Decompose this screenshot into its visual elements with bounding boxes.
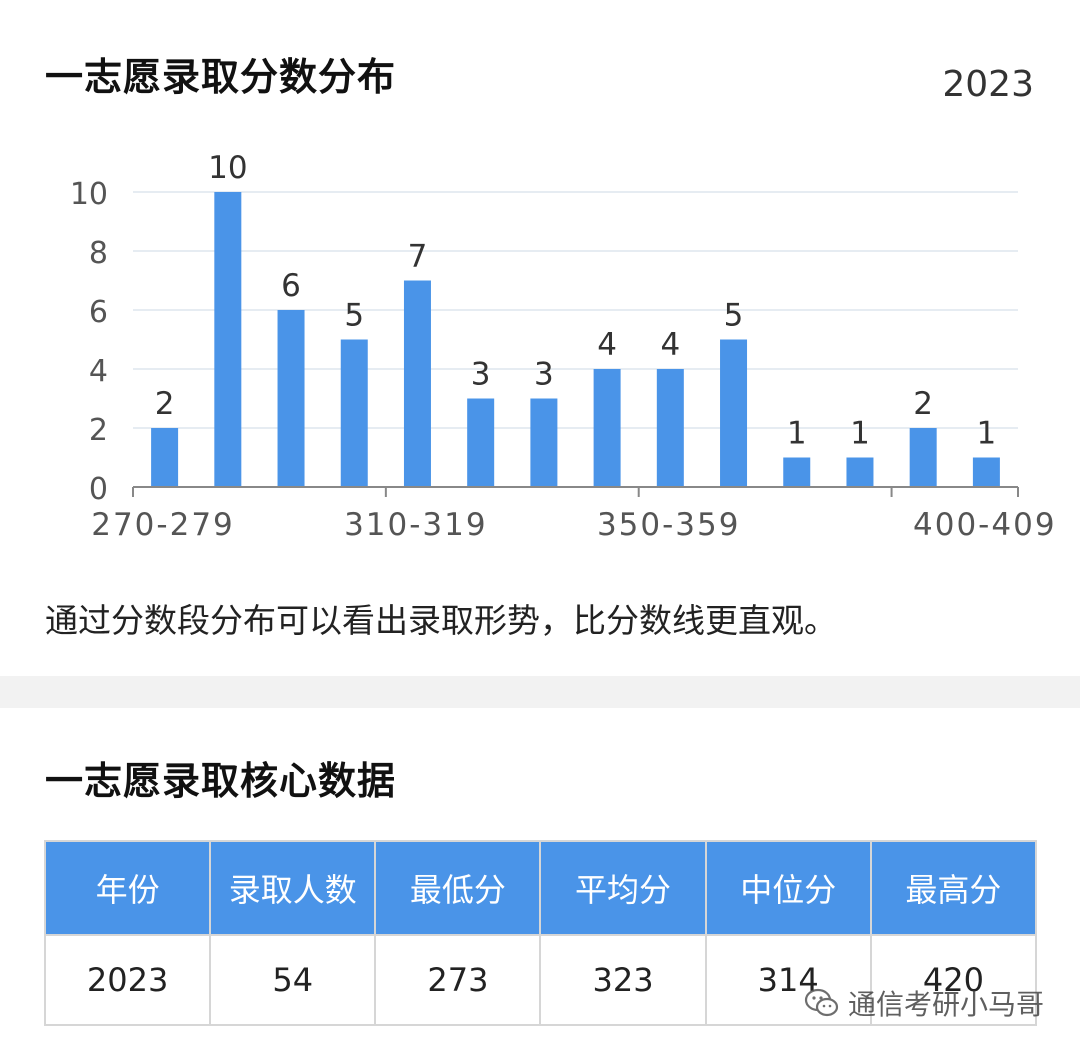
- header-year: 年份: [43, 840, 212, 936]
- chart-caption: 通过分数段分布可以看出录取形势，比分数线更直观。: [45, 601, 837, 640]
- bar: [467, 398, 495, 487]
- bar-value-label: 4: [660, 327, 680, 363]
- y-tick-label: 10: [70, 177, 108, 212]
- cell-max-score: 420: [869, 934, 1038, 1026]
- y-tick-label: 8: [89, 236, 108, 271]
- bar-value-label: 5: [344, 298, 364, 334]
- core-data-table: 年份 录取人数 最低分 平均分 中位分 最高分 2023 54 273 323 …: [43, 840, 1038, 1026]
- y-tick-label: 4: [89, 354, 108, 389]
- bar: [656, 369, 684, 487]
- bar-value-label: 5: [724, 298, 744, 334]
- cell-avg-score: 323: [539, 934, 707, 1026]
- bar-value-label: 10: [208, 150, 247, 186]
- score-distribution-chart: 2 10 6 5 7 3 3 4 4 5 1 1 2 1 0 2 4 6 8 10 270-279 310-319 350…: [70, 150, 1057, 543]
- core-data-title: 一志愿录取核心数据: [45, 759, 397, 803]
- bar: [593, 369, 621, 487]
- bar-value-label: 7: [408, 239, 428, 275]
- bar: [214, 192, 242, 487]
- bar-value-label: 6: [281, 268, 301, 304]
- header-admitted-count: 录取人数: [209, 840, 377, 936]
- header-min-score: 最低分: [374, 840, 542, 936]
- bar: [530, 398, 558, 487]
- header-avg-score: 平均分: [539, 840, 707, 936]
- bar: [783, 457, 811, 487]
- header-max-score: 最高分: [869, 840, 1038, 936]
- section-separator: [0, 676, 1080, 708]
- table-row: 2023 54 273 323 314 420: [43, 934, 1038, 1026]
- bar-value-label: 4: [597, 327, 617, 363]
- bar-value-label: 3: [471, 357, 491, 393]
- y-tick-label: 6: [89, 295, 108, 330]
- bar: [403, 280, 431, 487]
- bar: [151, 428, 179, 487]
- bar-value-label: 1: [787, 416, 807, 452]
- year-label: 2023: [942, 64, 1034, 105]
- bar: [340, 339, 368, 487]
- watermark-text: 通信考研小马哥: [847, 988, 1044, 1021]
- bar-value-label: 2: [155, 386, 175, 422]
- bar: [277, 310, 305, 487]
- table-header-row: 年份 录取人数 最低分 平均分 中位分 最高分: [43, 840, 1038, 936]
- x-tick-label: 350-359: [597, 507, 741, 543]
- bar: [972, 457, 1000, 487]
- x-tick-label: 400-409: [913, 507, 1057, 543]
- y-tick-label: 2: [89, 413, 108, 448]
- y-tick-label: 0: [89, 472, 108, 507]
- bar: [909, 428, 937, 487]
- watermark: 通信考研小马哥: [804, 983, 1044, 1023]
- cell-min-score: 273: [374, 934, 542, 1026]
- header-median-score: 中位分: [704, 840, 872, 936]
- bar-value-label: 1: [850, 416, 870, 452]
- cell-year: 2023: [43, 934, 212, 1026]
- distribution-title: 一志愿录取分数分布: [45, 55, 397, 99]
- cell-admitted-count: 54: [209, 934, 377, 1026]
- bar-value-label: 2: [913, 386, 933, 422]
- wechat-icon: [804, 988, 839, 1017]
- bar-value-label: 1: [977, 416, 997, 452]
- bar-value-label: 3: [534, 357, 554, 393]
- cell-median-score: 314: [704, 934, 872, 1026]
- bar: [846, 457, 874, 487]
- x-tick-label: 270-279: [91, 507, 235, 543]
- bar: [720, 339, 748, 487]
- x-tick-label: 310-319: [344, 507, 488, 543]
